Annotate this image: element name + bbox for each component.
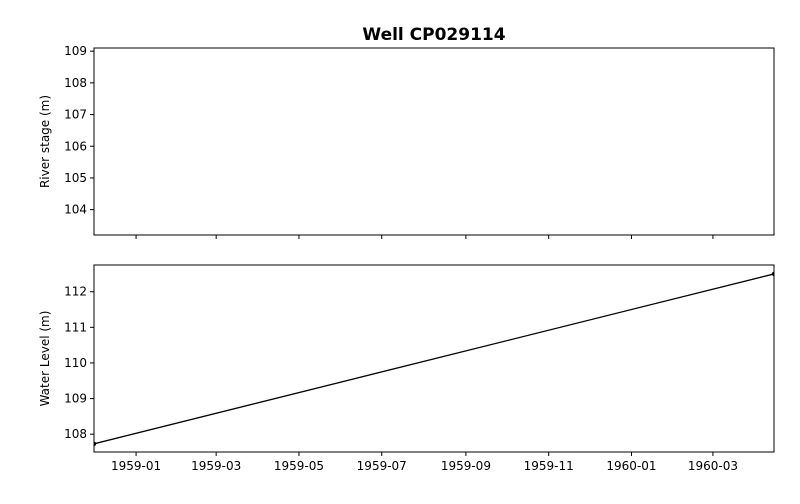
x-tick-label-1960-01: 1960-01 — [606, 459, 656, 473]
data-point-water-level-0 — [94, 441, 97, 447]
panel-water-level: 108 109 110 111 112 1959-01 1959-03 1959-05 1959… — [38, 264, 775, 473]
plot-frame-river-stage — [93, 47, 775, 236]
y-tick-label-river-stage-104: 104 — [64, 203, 87, 217]
panel-river-stage: 104 105 106 107 108 109 River stage (m) — [38, 44, 775, 239]
y-tick-label-river-stage-109: 109 — [64, 44, 87, 58]
y-tick-label-river-stage-107: 107 — [64, 108, 87, 122]
series-line-water-level-0 — [94, 273, 774, 445]
y-tick-label-river-stage-106: 106 — [64, 139, 87, 153]
y-tick-label-river-stage-105: 105 — [64, 171, 87, 185]
chart-title: Well CP029114 — [362, 25, 505, 45]
x-tick-label-1959-03: 1959-03 — [191, 459, 241, 473]
plot-frame-water-level — [93, 264, 775, 453]
y-tick-label-river-stage-108: 108 — [64, 76, 87, 90]
y-tick-label-water-level-111: 111 — [64, 320, 87, 334]
y-axis-label-water-level: Water Level (m) — [38, 311, 52, 407]
x-tick-label-1959-09: 1959-09 — [441, 459, 491, 473]
y-tick-label-water-level-109: 109 — [64, 392, 87, 406]
data-point-water-level-1 — [771, 271, 774, 277]
x-tick-label-1959-11: 1959-11 — [524, 459, 574, 473]
x-tick-label-1960-03: 1960-03 — [688, 459, 738, 473]
y-tick-label-water-level-112: 112 — [64, 285, 87, 299]
y-tick-label-water-level-110: 110 — [64, 356, 87, 370]
x-tick-label-1959-05: 1959-05 — [274, 459, 324, 473]
x-tick-label-1959-01: 1959-01 — [111, 459, 161, 473]
x-tick-label-1959-07: 1959-07 — [357, 459, 407, 473]
y-tick-label-water-level-108: 108 — [64, 427, 87, 441]
y-axis-label-river-stage: River stage (m) — [38, 95, 52, 188]
